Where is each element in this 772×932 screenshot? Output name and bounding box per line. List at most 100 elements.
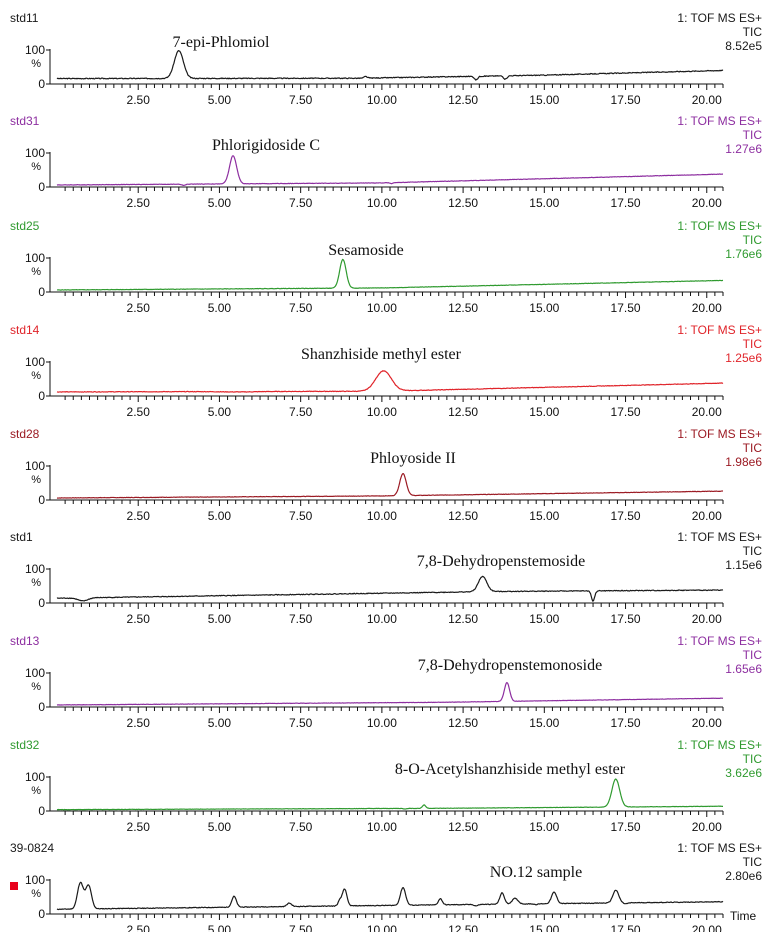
instrument-label: 1: TOF MS ES+ xyxy=(677,219,762,233)
chromatogram-trace xyxy=(56,778,724,811)
x-tick-label: 15.00 xyxy=(529,301,559,315)
intensity-label: 3.62e6 xyxy=(725,766,762,780)
y-tick-label: 100 xyxy=(25,355,45,369)
x-tick-label: 17.50 xyxy=(611,820,641,834)
x-tick-label: 7.50 xyxy=(289,923,313,932)
chromatogram-trace xyxy=(56,881,724,911)
trace-type-label: TIC xyxy=(743,544,763,558)
compound-annotation: Phlorigidoside C xyxy=(212,137,320,154)
x-tick-label: 2.50 xyxy=(127,405,151,419)
x-tick-label: 17.50 xyxy=(611,923,641,932)
x-tick-label: 7.50 xyxy=(289,405,313,419)
y-tick-label: 0 xyxy=(38,493,45,507)
x-tick-label: 10.00 xyxy=(367,93,397,107)
x-tick-label: 5.00 xyxy=(208,405,232,419)
x-tick-label: 10.00 xyxy=(367,405,397,419)
compound-annotation: 7,8-Dehydropenstemoside xyxy=(417,553,585,570)
intensity-label: 1.15e6 xyxy=(725,558,762,572)
chromatogram-trace xyxy=(56,258,724,291)
x-tick-label: 7.50 xyxy=(289,716,313,730)
x-tick-label: 10.00 xyxy=(367,923,397,932)
compound-annotation: Sesamoside xyxy=(328,242,404,259)
x-tick-label: 17.50 xyxy=(611,612,641,626)
y-tick-label: 100 xyxy=(25,43,45,57)
x-tick-label: 20.00 xyxy=(692,612,722,626)
x-tick-label: 15.00 xyxy=(529,509,559,523)
y-tick-label: 100 xyxy=(25,459,45,473)
x-tick-label: 5.00 xyxy=(208,93,232,107)
y-tick-label: 0 xyxy=(38,389,45,403)
instrument-label: 1: TOF MS ES+ xyxy=(677,114,762,128)
x-tick-label: 12.50 xyxy=(448,405,478,419)
x-tick-label: 12.50 xyxy=(448,923,478,932)
x-axis-label: Time xyxy=(730,909,757,923)
x-tick-label: 2.50 xyxy=(127,923,151,932)
sample-name: std31 xyxy=(10,114,40,128)
y-tick-label: 100 xyxy=(25,770,45,784)
instrument-label: 1: TOF MS ES+ xyxy=(677,530,762,544)
x-tick-label: 12.50 xyxy=(448,612,478,626)
trace-type-label: TIC xyxy=(743,337,763,351)
y-tick-label: 0 xyxy=(38,285,45,299)
y-tick-label: 100 xyxy=(25,666,45,680)
x-tick-label: 10.00 xyxy=(367,716,397,730)
y-tick-label: 100 xyxy=(25,251,45,265)
x-tick-label: 2.50 xyxy=(127,301,151,315)
x-tick-label: 15.00 xyxy=(529,405,559,419)
x-tick-label: 5.00 xyxy=(208,820,232,834)
compound-annotation: 8-O-Acetylshanzhiside methyl ester xyxy=(395,761,626,778)
instrument-label: 1: TOF MS ES+ xyxy=(677,634,762,648)
y-tick-label: 0 xyxy=(38,804,45,818)
chromatogram-trace xyxy=(56,370,724,393)
trace-type-label: TIC xyxy=(743,233,763,247)
x-tick-label: 12.50 xyxy=(448,820,478,834)
x-tick-label: 7.50 xyxy=(289,509,313,523)
x-tick-label: 12.50 xyxy=(448,301,478,315)
intensity-label: 8.52e5 xyxy=(725,39,762,53)
instrument-label: 1: TOF MS ES+ xyxy=(677,11,762,25)
x-tick-label: 2.50 xyxy=(127,196,151,210)
instrument-label: 1: TOF MS ES+ xyxy=(677,738,762,752)
y-tick-label: 0 xyxy=(38,596,45,610)
x-tick-label: 5.00 xyxy=(208,509,232,523)
x-tick-label: 7.50 xyxy=(289,196,313,210)
compound-annotation: Shanzhiside methyl ester xyxy=(301,346,462,363)
sample-name: std25 xyxy=(10,219,40,233)
instrument-label: 1: TOF MS ES+ xyxy=(677,841,762,855)
trace-type-label: TIC xyxy=(743,752,763,766)
x-tick-label: 17.50 xyxy=(611,716,641,730)
y-tick-label: 100 xyxy=(25,562,45,576)
intensity-label: 1.25e6 xyxy=(725,351,762,365)
x-tick-label: 20.00 xyxy=(692,923,722,932)
sample-name: std28 xyxy=(10,427,40,441)
x-tick-label: 15.00 xyxy=(529,612,559,626)
x-tick-label: 5.00 xyxy=(208,301,232,315)
x-tick-label: 10.00 xyxy=(367,196,397,210)
intensity-label: 2.80e6 xyxy=(725,869,762,883)
y-unit-label: % xyxy=(31,370,41,382)
x-tick-label: 15.00 xyxy=(529,923,559,932)
y-unit-label: % xyxy=(31,474,41,486)
x-tick-label: 17.50 xyxy=(611,509,641,523)
x-tick-label: 7.50 xyxy=(289,301,313,315)
x-tick-label: 2.50 xyxy=(127,716,151,730)
x-tick-label: 2.50 xyxy=(127,509,151,523)
x-tick-label: 12.50 xyxy=(448,196,478,210)
chromatogram-trace xyxy=(56,681,724,706)
trace-type-label: TIC xyxy=(743,25,763,39)
chromatogram-trace xyxy=(56,472,724,499)
x-tick-label: 10.00 xyxy=(367,509,397,523)
y-tick-label: 0 xyxy=(38,907,45,921)
x-tick-label: 7.50 xyxy=(289,93,313,107)
x-tick-label: 15.00 xyxy=(529,716,559,730)
x-tick-label: 20.00 xyxy=(692,301,722,315)
chromatogram-trace xyxy=(56,49,724,81)
y-unit-label: % xyxy=(31,58,41,70)
y-unit-label: % xyxy=(31,161,41,173)
sample-name: std32 xyxy=(10,738,40,752)
x-tick-label: 2.50 xyxy=(127,612,151,626)
x-tick-label: 10.00 xyxy=(367,301,397,315)
x-tick-label: 10.00 xyxy=(367,612,397,626)
trace-type-label: TIC xyxy=(743,441,763,455)
